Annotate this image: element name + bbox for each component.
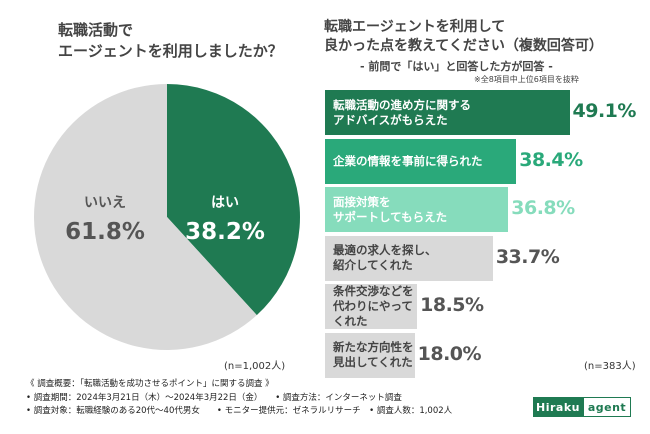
pie-slice-label-1: いいえ [84, 195, 126, 211]
bar-category-label-3: 最適の求人を探し、 紹介してくれた [333, 243, 437, 272]
survey-method: • 調査方法：インターネット調査 [275, 392, 402, 403]
bar-value-label-0: 49.1% [572, 100, 637, 122]
logo-text-hiraku: Hiraku [533, 397, 583, 417]
survey-summary: 《 調査概要：「転職活動を成功させるポイント」に関する調査 》 • 調査期間：2… [26, 378, 452, 419]
survey-period-row: • 調査期間：2024年3月21日（木）～2024年3月22日（金） • 調査方… [26, 392, 452, 406]
survey-target: • 調査対象：転職経験のある20代～40代男女 [26, 406, 200, 416]
bar-value-label-5: 18.0% [417, 342, 482, 365]
left-title-line2: エージェントを利用しましたか？ [58, 42, 283, 60]
pie-slice-0 [167, 84, 300, 316]
bar-value-label-2: 36.8% [511, 197, 575, 219]
bar-value-label-4: 18.5% [420, 294, 484, 316]
survey-monitor: • モニター提供元：ゼネラルリサーチ [216, 406, 361, 416]
right-title-line1: 転職エージェントを利用して [324, 19, 506, 35]
left-chart-title: 転職活動で エージェントを利用しましたか？ [58, 20, 308, 62]
survey-target-row: • 調査対象：転職経験のある20代～40代男女 • モニター提供元：ゼネラルリサ… [26, 405, 452, 419]
logo-text-agent: agent [583, 397, 631, 417]
bar-2: 面接対策を サポートしてもらえた [325, 187, 509, 232]
bar-5: 新たな方向性を 見出してくれた [325, 332, 415, 378]
pie-slice-1 [33, 84, 257, 350]
survey-summary-heading: 《 調査概要：「転職活動を成功させるポイント」に関する調査 》 [26, 379, 274, 389]
bar-category-label-2: 面接対策を サポートしてもらえた [333, 194, 448, 224]
pie-chart: はい 38.2% いいえ 61.8% [33, 84, 300, 350]
bar-0: 転職活動の進め方に関する アドバイスがもらえた [325, 90, 570, 135]
right-title-line2: 良かった点を教えてください（複数回答可） [324, 38, 603, 54]
bar-category-label-1: 企業の情報を事前に得られた [333, 153, 483, 168]
bar-4: 条件交渉などを 代わりにやってくれた [325, 284, 418, 329]
left-title-line1: 転職活動で [58, 21, 134, 39]
bar-value-label-1: 38.4% [519, 148, 583, 171]
right-chart-subtitle: - 前問で「はい」と回答した方が回答 - [360, 60, 553, 73]
bar-category-label-4: 条件交渉などを 代わりにやってくれた [333, 284, 414, 328]
pie-slice-value-1: 61.8% [65, 219, 145, 245]
right-chart-note: ※全8項目中上位6項目を抜粋 [474, 75, 579, 84]
hiraku-agent-logo: Hiraku agent [533, 397, 631, 417]
survey-period: • 調査期間：2024年3月21日（木）～2024年3月22日（金） [26, 392, 259, 403]
pie-slice-value-0: 38.2% [185, 219, 265, 245]
right-chart-title: 転職エージェントを利用して 良かった点を教えてください（複数回答可） [324, 18, 644, 56]
right-sample-size: (n=383人) [584, 361, 636, 372]
pie-slice-label-0: はい [211, 195, 239, 211]
bar-category-label-0: 転職活動の進め方に関する アドバイスがもらえた [333, 97, 471, 127]
bar-1: 企業の情報を事前に得られた [325, 138, 517, 184]
left-sample-size: (n=1,002人) [224, 361, 286, 372]
bar-value-label-3: 33.7% [495, 245, 560, 268]
bar-3: 最適の求人を探し、 紹介してくれた [325, 235, 493, 281]
survey-count: • 調査人数：1,002人 [369, 406, 453, 416]
bar-category-label-5: 新たな方向性を 見出してくれた [333, 340, 414, 369]
